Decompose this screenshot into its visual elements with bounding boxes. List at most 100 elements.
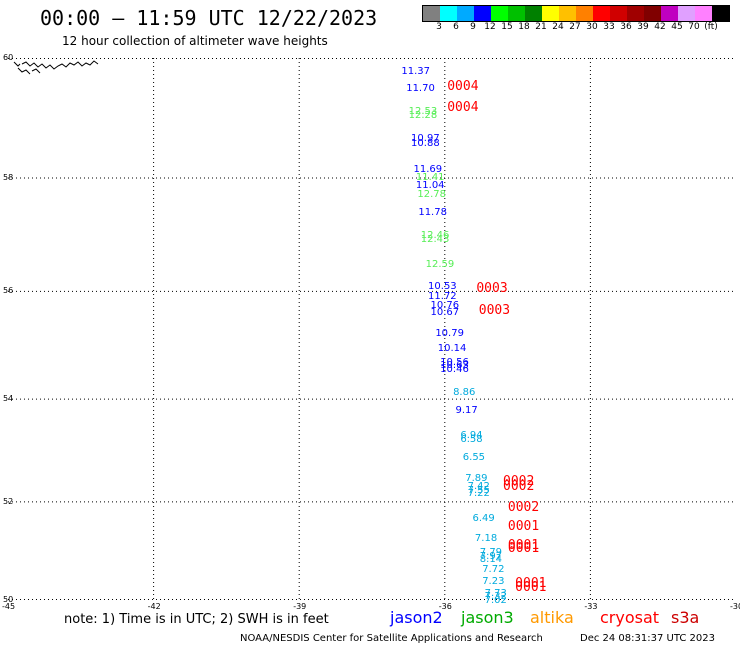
wave-height-reading: 10.53	[428, 281, 457, 292]
pass-time-label: 0002	[507, 500, 540, 516]
color-swatch	[559, 6, 576, 21]
wave-height-reading: 7.18	[474, 532, 498, 544]
page-subtitle: 12 hour collection of altimeter wave hei…	[62, 34, 328, 48]
pass-time-label: 0003	[476, 281, 508, 297]
wave-height-reading: 8.86	[453, 386, 476, 398]
latitude-tick-label: 54	[3, 394, 14, 404]
wave-height-reading: 7.72	[482, 563, 505, 575]
color-scale-label: 33	[603, 22, 615, 32]
color-scale-label: 36	[620, 22, 632, 32]
color-swatch	[491, 6, 508, 21]
wave-height-reading: 11.69	[413, 163, 443, 175]
color-swatch	[474, 6, 491, 21]
footer-timestamp: Dec 24 08:31:37 UTC 2023	[580, 633, 715, 644]
pass-time-label: 0001	[507, 518, 540, 534]
wave-height-reading: 11.37	[401, 65, 430, 77]
units-note: note: 1) Time is in UTC; 2) SWH is in fe…	[64, 612, 329, 627]
color-scale-bar	[422, 5, 730, 22]
wave-height-reading: 12.46	[420, 230, 450, 242]
color-swatch	[678, 6, 695, 21]
latitude-tick-label: 52	[3, 496, 14, 506]
wave-height-reading: 10.79	[435, 327, 464, 339]
wave-height-reading: 7.02	[484, 594, 507, 606]
wave-height-reading: 10.67	[430, 307, 460, 319]
wave-height-map: -45 -42 -39 -36 -33 -30 60 58 56 54 52 50 11.37 11.70…	[2, 53, 740, 611]
legend-item-altika: altika	[530, 608, 574, 627]
wave-height-reading: 7.23	[482, 575, 505, 587]
longitude-tick-label: -33	[584, 602, 598, 611]
wave-height-reading: 7.32	[484, 591, 507, 603]
color-scale-label: 45	[671, 22, 683, 32]
wave-height-reading: 6.94	[460, 430, 483, 442]
color-scale-label: 6	[453, 22, 459, 32]
wave-height-reading: 7.89	[465, 472, 488, 484]
color-swatch	[440, 6, 457, 21]
legend-item-jason2: jason2	[390, 608, 443, 627]
color-swatch	[576, 6, 593, 21]
color-scale-label: 3	[436, 22, 442, 32]
color-scale-label: (ft)	[704, 22, 718, 32]
pass-time-label: 0001	[507, 537, 540, 553]
color-scale-label: 70	[688, 22, 700, 32]
wave-height-reading: 10.76	[430, 300, 460, 312]
color-scale-label: 18	[518, 22, 530, 32]
wave-height-reading: 11.72	[428, 290, 457, 302]
color-scale-label: 15	[501, 22, 513, 32]
color-swatch	[525, 6, 542, 21]
color-scale-label: 21	[535, 22, 547, 32]
color-swatch	[508, 6, 525, 21]
wave-height-reading: 10.97	[411, 133, 440, 145]
legend-item-jason3: jason3	[461, 608, 514, 627]
wave-height-reading: 10.56	[440, 356, 469, 368]
wave-height-reading: 6.58	[460, 433, 483, 445]
color-scale-labels: 3 6 9 12 15 18 21 24 27 30 33 36 39 42 45 70 (ft)	[422, 22, 740, 34]
wave-height-reading: 7.73	[484, 587, 507, 599]
wave-height-reading: 12.43	[420, 233, 450, 245]
wave-height-reading: 11.78	[418, 206, 447, 218]
pass-time-label: 0002	[503, 473, 535, 489]
color-swatch	[712, 6, 729, 21]
longitude-tick-label: -30	[730, 602, 740, 611]
wave-height-reading: 7.22	[467, 488, 490, 500]
wave-height-reading: 12.78	[417, 189, 447, 201]
wave-height-reading: 10.46	[440, 364, 469, 376]
legend-item-s3a: s3a	[671, 608, 700, 627]
color-swatch	[593, 6, 610, 21]
pass-time-label: 0002	[503, 478, 535, 494]
color-scale-label: 39	[637, 22, 649, 32]
legend-item-cryosat: cryosat	[600, 608, 660, 627]
map-canvas	[8, 58, 736, 600]
wave-height-reading: 7.97	[479, 550, 503, 562]
color-scale-label: 30	[586, 22, 598, 32]
pass-time-label: 0004	[447, 79, 479, 95]
pass-time-label: 0001	[507, 541, 540, 557]
wave-height-reading: 10.14	[437, 343, 467, 355]
wave-height-reading: 8.14	[479, 554, 503, 566]
wave-height-reading: 11.41	[415, 171, 445, 183]
color-swatch	[423, 6, 440, 21]
page-title: 00:00 — 11:59 UTC 12/22/2023	[40, 6, 378, 30]
color-scale-label: 12	[484, 22, 496, 32]
pass-time-label: 0001	[515, 579, 547, 595]
wave-height-reading: 12.53	[408, 105, 438, 117]
wave-height-reading: 10.88	[411, 137, 440, 149]
wave-height-reading: 10.63	[440, 360, 469, 372]
wave-height-reading: 6.55	[462, 452, 486, 464]
coastline-fragment	[13, 60, 99, 75]
color-swatch	[627, 6, 644, 21]
latitude-tick-label: 60	[3, 53, 14, 62]
color-swatch	[644, 6, 661, 21]
wave-height-reading: 7.79	[479, 547, 503, 559]
color-swatch	[542, 6, 559, 21]
longitude-tick-label: -39	[293, 602, 307, 611]
wave-height-reading: 11.70	[406, 83, 435, 95]
longitude-tick-label: -45	[2, 602, 16, 611]
color-swatch	[661, 6, 678, 21]
wave-height-reading: 12.59	[425, 259, 455, 271]
color-swatch	[695, 6, 712, 21]
latitude-tick-label: 56	[3, 286, 14, 296]
wave-height-reading: 9.17	[455, 405, 478, 417]
footer-source: NOAA/NESDIS Center for Satellite Applica…	[240, 633, 543, 644]
color-scale-label: 24	[552, 22, 564, 32]
longitude-tick-label: -42	[147, 602, 161, 611]
